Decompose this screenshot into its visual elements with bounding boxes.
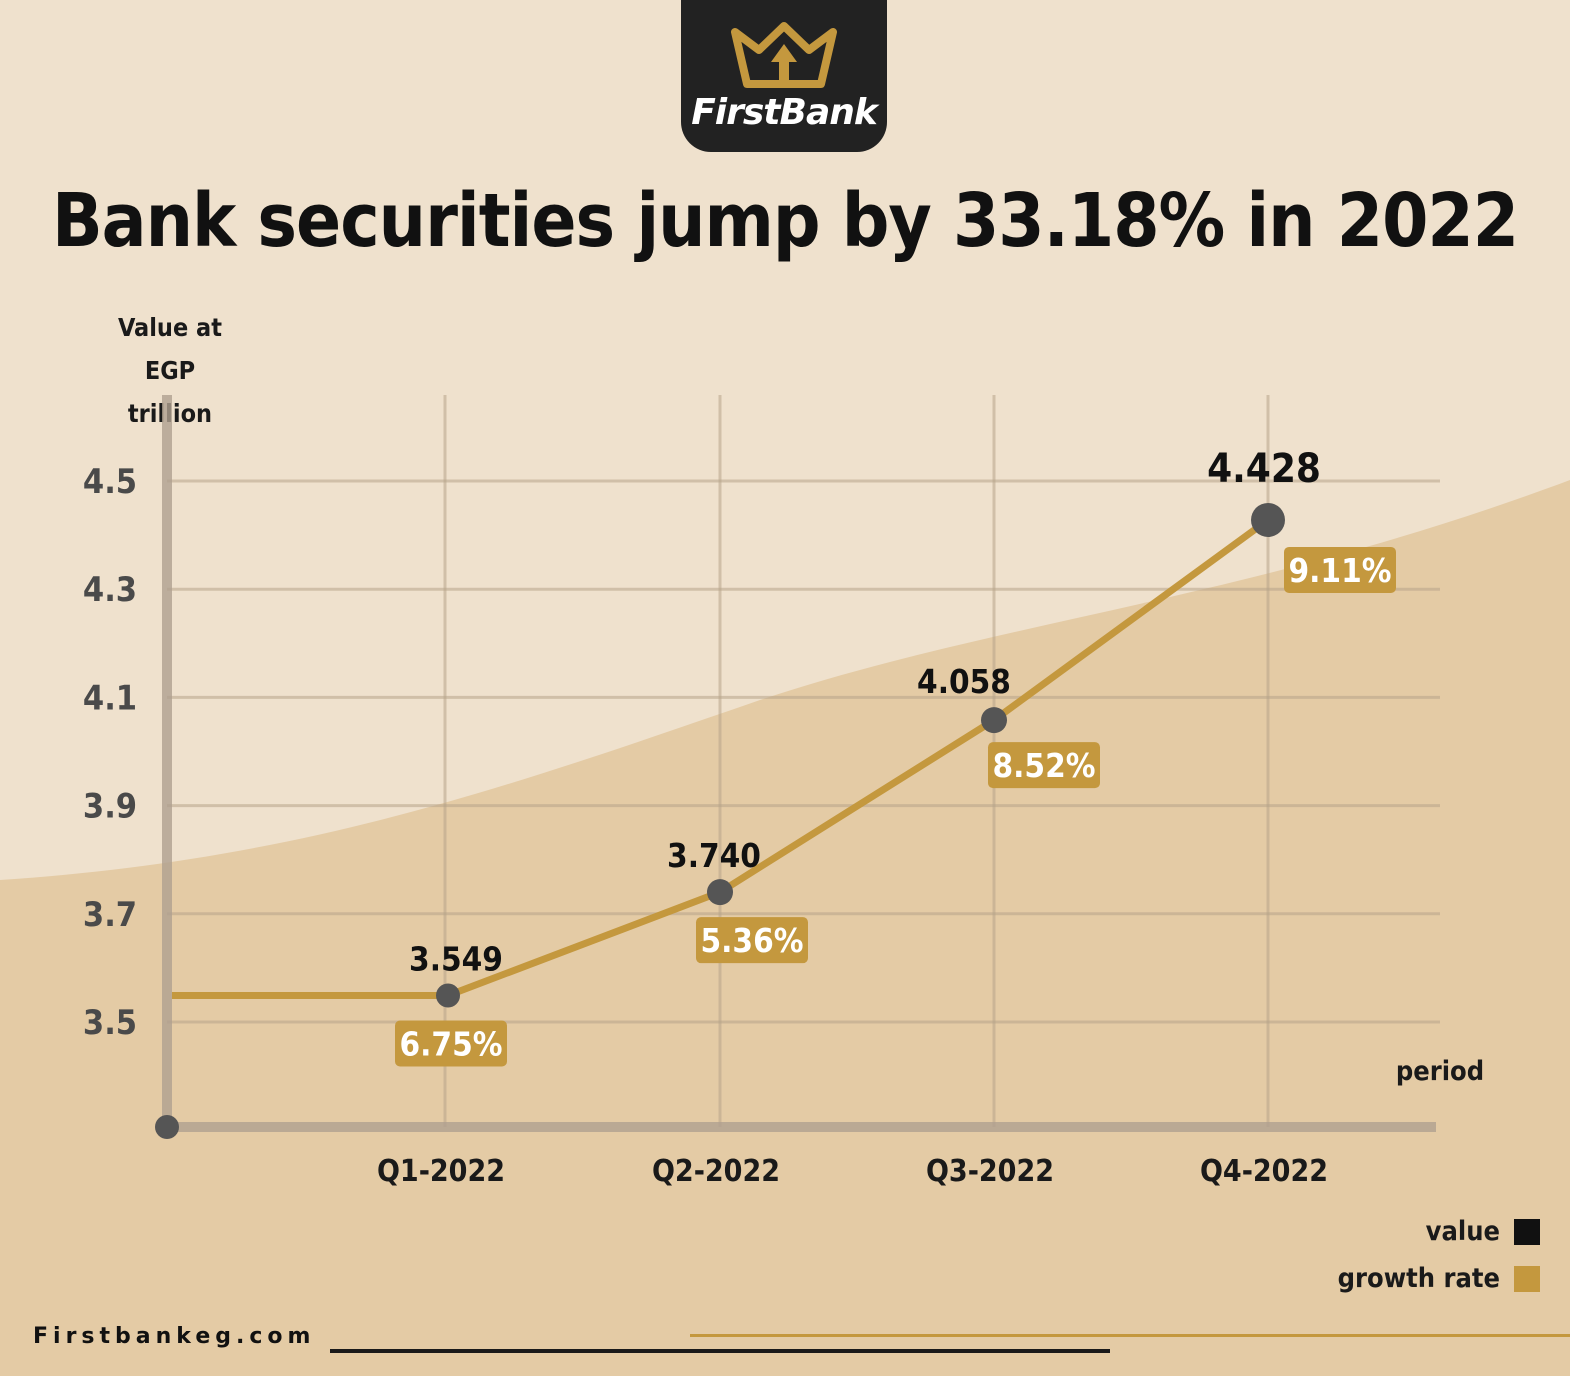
x-tick-label-2: Q3-2022 [926,1154,1054,1189]
footer-divider-gold [690,1334,1570,1337]
legend: value growth rate [1280,1208,1540,1302]
growth-label-0: 6.75% [400,1024,503,1063]
legend-swatch-growth-rate [1514,1265,1540,1292]
series [172,502,1285,1008]
axis-origin-dot [155,1115,179,1139]
footer-divider-black [330,1349,1110,1353]
data-point-2 [981,707,1007,734]
growth-badge-0 [395,1020,507,1067]
growth-label-1: 5.36% [701,921,804,960]
legend-item-value: value [1280,1208,1540,1255]
y-tick-label-2: 4.1 [83,678,137,718]
data-point-3 [1251,502,1285,537]
y-tick-label-3: 3.9 [83,787,137,827]
growth-label-3: 9.11% [1289,551,1392,590]
crown-logo-icon [731,22,837,88]
value-label-0: 3.549 [409,939,503,978]
data-point-0 [436,983,460,1008]
legend-swatch-value [1514,1218,1540,1245]
data-point-1 [707,879,733,906]
data-labels: 3.549 6.75% 3.740 5.36% 4.058 8.52% 4.428 9.11% [395,446,1396,1067]
grid: 4.5 4.3 4.1 3.9 3.7 3.5 [83,395,1440,1127]
growth-badge-2 [988,742,1100,789]
growth-badge-3 [1284,546,1396,593]
y-tick-label-0: 4.5 [83,462,137,502]
x-tick-label-1: Q2-2022 [652,1154,780,1189]
legend-label-growth-rate: growth rate [1337,1263,1500,1294]
y-tick-label-4: 3.7 [83,895,137,935]
brand-logo: FirstBank [681,0,887,152]
website-link[interactable]: Firstbankeg.com [33,1324,316,1349]
y-tick-label-1: 4.3 [83,570,137,610]
x-tick-label-0: Q1-2022 [377,1154,505,1189]
x-axis-label: period [1395,1056,1485,1087]
value-label-3: 4.428 [1207,446,1321,492]
value-label-1: 3.740 [667,836,761,875]
chart-title: Bank securities jump by 33.18% in 2022 [51,178,1519,264]
brand-name: FirstBank [691,92,878,133]
growth-label-2: 8.52% [993,746,1096,785]
x-tick-label-3: Q4-2022 [1200,1154,1328,1189]
y-tick-label-5: 3.5 [83,1003,137,1043]
axes: Q1-2022 Q2-2022 Q3-2022 Q4-2022 [155,395,1436,1189]
legend-item-growth-rate: growth rate [1280,1255,1540,1302]
growth-badge-1 [696,917,808,964]
y-axis-label-line-1: Value at [118,313,222,342]
legend-label-value: value [1425,1216,1500,1247]
value-label-2: 4.058 [917,662,1011,701]
